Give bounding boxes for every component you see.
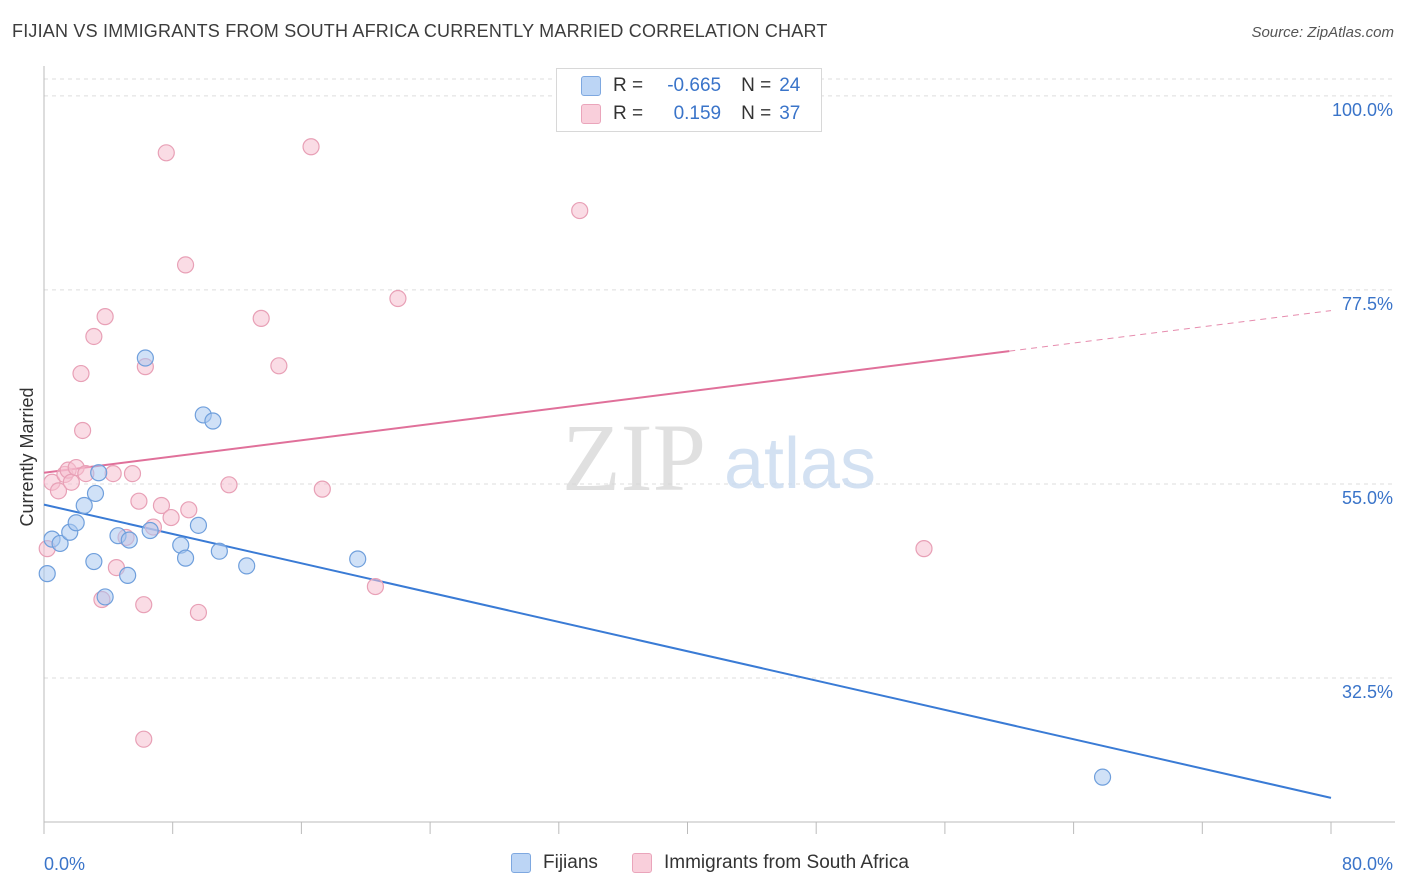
sa-swatch xyxy=(581,104,601,124)
south-africa-point xyxy=(85,327,103,346)
fijians-point xyxy=(119,566,137,584)
south-africa-point xyxy=(366,577,385,596)
fijians-point xyxy=(136,349,154,367)
legend-fijians-label: Fijians xyxy=(543,852,598,873)
south-africa-point xyxy=(162,508,180,527)
fijians-r-value: -0.665 xyxy=(667,75,722,96)
south-africa-trendline-extension xyxy=(1009,310,1332,352)
south-africa-point xyxy=(62,473,80,491)
legend-item-fijians: Fijians xyxy=(511,852,598,874)
fijians-point xyxy=(210,542,228,560)
fijians-point xyxy=(238,557,256,575)
south-africa-point xyxy=(123,464,142,483)
south-africa-point xyxy=(270,357,288,375)
south-africa-point xyxy=(49,482,68,500)
south-africa-point xyxy=(252,309,270,327)
sa-n-value: 37 xyxy=(779,103,801,124)
fijians-point xyxy=(51,534,69,553)
fijians-point xyxy=(141,521,159,540)
fijians-point xyxy=(90,464,108,482)
fijians-point xyxy=(189,516,208,534)
fijians-point xyxy=(96,588,114,606)
south-africa-point xyxy=(74,421,92,440)
chart-title: FIJIAN VS IMMIGRANTS FROM SOUTH AFRICA C… xyxy=(12,21,828,41)
y-tick-label: 77.5% xyxy=(1342,294,1393,314)
series-legend: Fijians Immigrants from South Africa xyxy=(0,852,1406,878)
fijians-point xyxy=(176,549,195,567)
x-tick-label: 80.0% xyxy=(1342,854,1393,874)
legend-item-south-africa: Immigrants from South Africa xyxy=(632,852,909,874)
fijians-point xyxy=(85,552,103,571)
south-africa-point xyxy=(180,501,198,519)
south-africa-point xyxy=(915,540,933,558)
sa-r-label: R = xyxy=(613,103,644,124)
south-africa-point xyxy=(571,201,589,220)
x-tick-label: 0.0% xyxy=(44,854,85,874)
legend-sa-label: Immigrants from South Africa xyxy=(664,852,909,873)
sa-r-value: 0.159 xyxy=(673,103,722,124)
watermark-zip: ZIP xyxy=(562,404,706,511)
south-africa-point xyxy=(96,308,114,326)
south-africa-point xyxy=(389,289,407,308)
legend-sa-swatch xyxy=(632,853,652,873)
legend-row-south-africa: R = 0.159 N = 37 xyxy=(581,101,800,127)
fijians-point xyxy=(67,514,85,532)
fijians-point xyxy=(349,550,367,568)
y-tick-label: 100.0% xyxy=(1332,100,1393,120)
fijians-n-value: 24 xyxy=(779,75,801,96)
fijians-point xyxy=(1093,768,1112,786)
watermark-atlas: atlas xyxy=(724,424,876,504)
y-tick-label: 55.0% xyxy=(1342,488,1393,508)
south-africa-point xyxy=(152,496,171,515)
fijians-swatch xyxy=(581,76,601,96)
fijians-n-label: N = xyxy=(741,75,772,96)
fijians-point xyxy=(204,412,222,430)
correlation-legend: R = -0.665 N = 24 R = 0.159 N = 37 xyxy=(556,68,822,132)
legend-row-fijians: R = -0.665 N = 24 xyxy=(581,73,800,99)
source-label: Source: ZipAtlas.com xyxy=(1251,24,1394,41)
south-africa-point xyxy=(176,256,195,274)
y-axis-label: Currently Married xyxy=(17,387,37,526)
south-africa-point xyxy=(135,596,153,614)
south-africa-point xyxy=(72,364,90,383)
south-africa-point xyxy=(313,480,331,498)
legend-fijians-swatch xyxy=(511,853,531,873)
fijians-r-label: R = xyxy=(613,75,644,96)
south-africa-point xyxy=(302,138,320,156)
fijians-point xyxy=(75,496,93,515)
fijians-point xyxy=(120,531,138,549)
south-africa-point xyxy=(104,464,122,483)
fijians-point xyxy=(86,484,105,503)
south-africa-trendline xyxy=(43,350,1010,474)
sa-n-label: N = xyxy=(741,103,772,124)
south-africa-point xyxy=(189,603,208,622)
south-africa-point xyxy=(130,492,148,510)
south-africa-point xyxy=(135,730,153,748)
fijians-trendline xyxy=(43,503,1332,799)
south-africa-point xyxy=(157,144,175,162)
fijians-point xyxy=(38,565,56,583)
y-tick-label: 32.5% xyxy=(1342,682,1393,702)
south-africa-point xyxy=(220,476,238,494)
